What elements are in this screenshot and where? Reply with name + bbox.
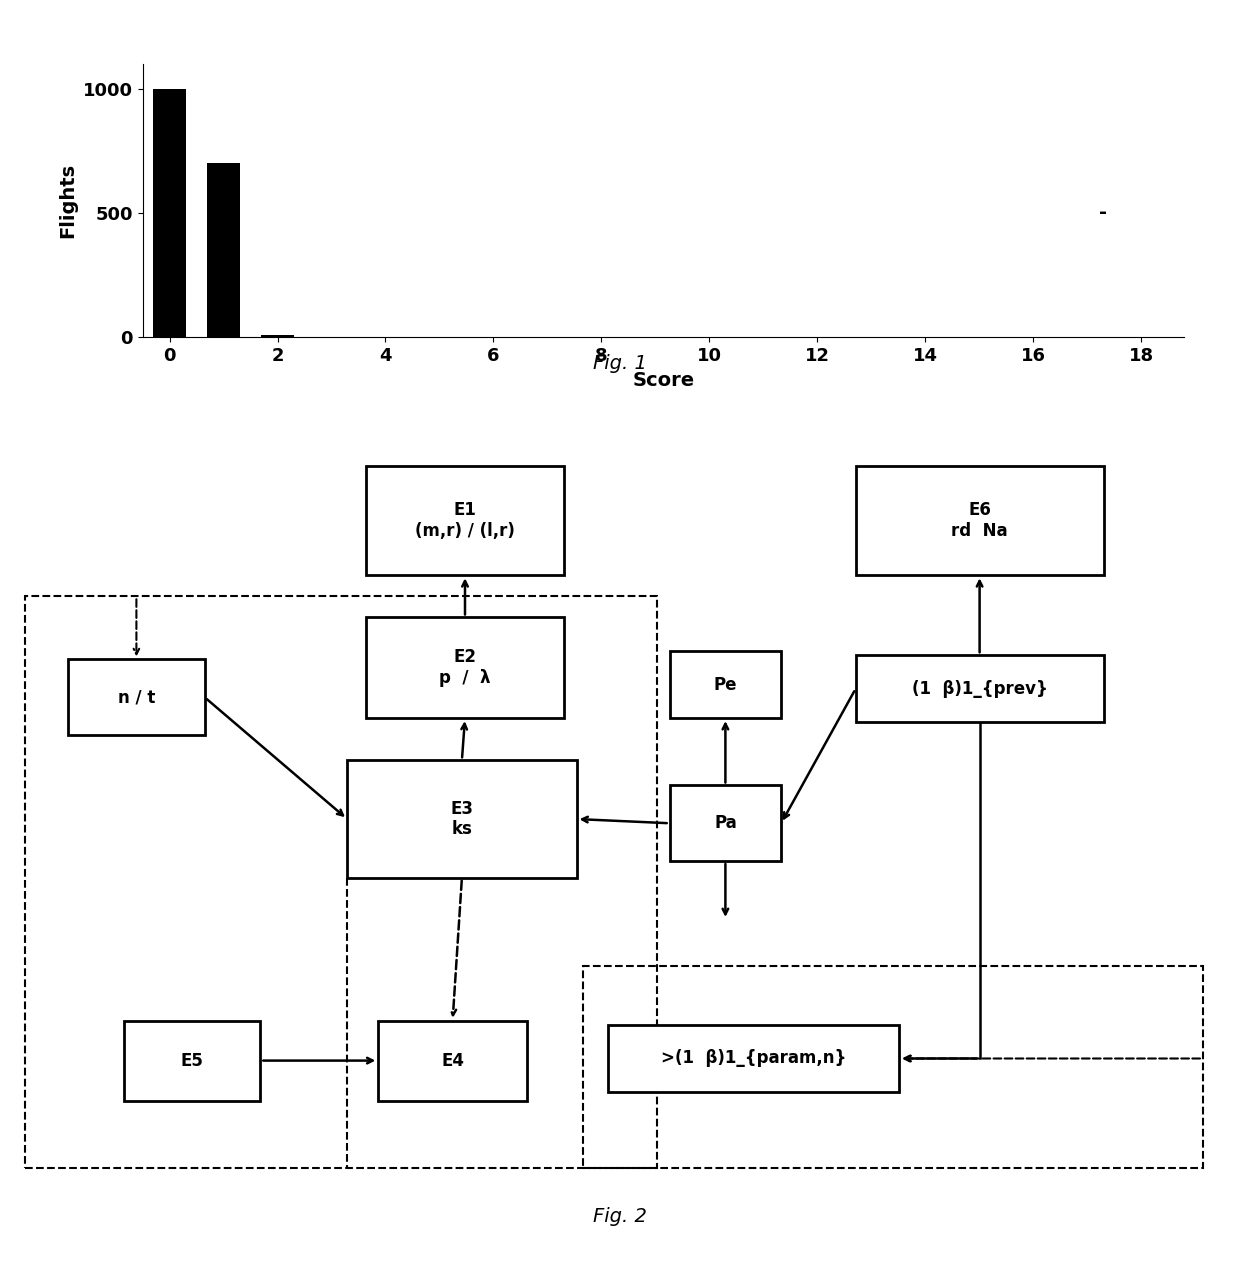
Bar	[68, 659, 205, 735]
Text: (1  β)1_{prev}: (1 β)1_{prev}	[911, 680, 1048, 698]
Text: E4: E4	[441, 1051, 464, 1069]
Text: -: -	[1099, 202, 1107, 222]
Bar	[670, 785, 781, 861]
Bar	[670, 651, 781, 718]
Bar	[378, 1021, 527, 1100]
Text: E3
ks: E3 ks	[450, 799, 474, 839]
Bar	[25, 596, 657, 1167]
Text: E6
rd  Na: E6 rd Na	[951, 502, 1008, 540]
Bar	[207, 163, 239, 337]
Text: E2
p  /  λ: E2 p / λ	[439, 648, 491, 687]
Bar	[154, 89, 186, 337]
Text: Pa: Pa	[714, 815, 737, 833]
Bar	[856, 466, 1104, 575]
X-axis label: Score: Score	[632, 370, 694, 390]
Bar	[347, 760, 577, 878]
Bar	[366, 466, 564, 575]
Text: n / t: n / t	[118, 689, 155, 707]
Text: Fig. 2: Fig. 2	[593, 1207, 647, 1226]
Bar	[124, 1021, 260, 1100]
Text: >(1  β)1_{param,n}: >(1 β)1_{param,n}	[661, 1049, 846, 1068]
Bar	[366, 617, 564, 718]
Text: Fig. 1: Fig. 1	[593, 354, 647, 373]
Text: Pe: Pe	[714, 676, 737, 694]
Bar	[583, 966, 1203, 1167]
Bar	[262, 335, 294, 337]
Text: E1
(m,r) / (l,r): E1 (m,r) / (l,r)	[415, 502, 515, 540]
Bar	[608, 1025, 899, 1092]
Y-axis label: Flights: Flights	[58, 163, 77, 238]
Bar	[856, 656, 1104, 722]
Text: E5: E5	[181, 1051, 203, 1069]
